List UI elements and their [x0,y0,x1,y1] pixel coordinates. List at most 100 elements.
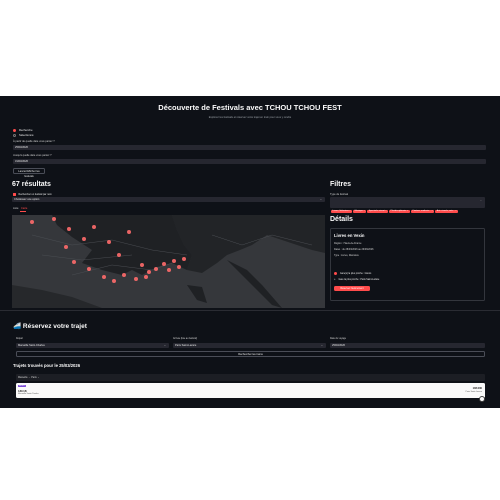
festival-dates: Dates : du 28/03/2026 au 29/03/2026 [334,248,374,251]
depart-value: Marseille Saint-Charles [18,344,45,347]
search-festivals-button[interactable]: Lancer/Afficher les festivals [13,168,45,178]
tab-active-indicator [20,211,26,212]
train-card[interactable]: INOUI 14h18 Marseille Saint-Charles 108.… [16,383,485,398]
festival-select-placeholder: Choisissez une option [14,198,40,201]
festival-marker[interactable] [72,260,76,264]
chevron-down-icon: ⌄ [37,376,40,379]
radio-dot [13,133,16,137]
date-from-input[interactable]: 25/03/2026 [13,145,486,150]
details-title: Détails [330,216,353,223]
radio-selectionne[interactable]: Sélectionné [13,133,34,137]
type-multiselect[interactable]: Livres, littérature × Musique × Spectacle … [330,197,485,214]
arrival-value: Paris Saint-Lazare [175,344,197,347]
chevron-down-icon: ⌄ [319,198,322,201]
festival-marker[interactable] [107,240,111,244]
checkbox-label: Rechercher un festival par nom [18,193,52,196]
festival-marker[interactable] [117,253,121,257]
festival-marker[interactable] [177,265,181,269]
page-subtitle: Explorez les festivals et réservez votre… [208,116,292,119]
festival-marker[interactable] [134,277,138,281]
radio-label: Recherche [19,128,33,132]
filters-title: Filtres [330,181,352,188]
festival-marker[interactable] [87,267,91,271]
trip-section-title: 🚄 Réservez votre trajet [13,322,87,330]
pin-icon: ⌖ [334,278,336,281]
festival-marker[interactable] [167,268,171,272]
page-title: Découverte de Festivals avec TCHOU TCHOU… [158,103,342,112]
depart-label: Départ [16,338,23,340]
departure-time: 14h18 [18,389,27,393]
type-tag[interactable]: Arts visuels, arts... × [435,209,459,214]
type-tag[interactable]: Livres, littérature × [331,209,353,214]
depart-select[interactable]: Marseille Saint-Charles ⌄ [16,343,169,348]
type-tag[interactable]: Pluridisciplinaire × [389,209,410,214]
train-icon: 🚄 [13,323,22,330]
festival-map[interactable] [12,215,325,308]
map-canvas [12,215,325,308]
train-price: 108.00€ [472,387,482,390]
radio-recherche[interactable]: Recherche [13,128,33,132]
arrival-select[interactable]: Paris Saint-Lazare ⌄ [173,343,326,348]
show-all-checkbox[interactable]: Rechercher un festival par nom [13,193,52,196]
festival-marker[interactable] [30,220,34,224]
arrival-station: Paris Saint-Lazare [465,391,482,393]
festival-marker[interactable] [147,270,151,274]
festival-name: Livres en Vexin [334,233,365,238]
festival-marker[interactable] [92,225,96,229]
book-event-button[interactable]: Réserver l'événement [334,286,370,291]
festival-marker[interactable] [144,275,148,279]
date-from-label: À partir de quelle date vous partez ? [13,140,55,143]
check-label: Gare(s) la plus proche : Gisors [340,272,372,275]
check-icon [334,272,337,275]
date-to-label: Jusqu'à quelle date vous partez ? [13,154,52,157]
checkbox-box [13,193,16,196]
festival-type: Type : Livres, littérature [334,254,359,257]
chevron-down-icon: ⌄ [479,199,482,202]
festival-region: Région : Hauts-de-France [334,242,362,245]
check-gare-2: ⌖ Gare la plus proche : Paris Saint-Lazar… [334,278,379,281]
festival-marker[interactable] [67,227,71,231]
details-card: Livres en Vexin Région : Hauts-de-France… [330,228,485,301]
chevron-down-icon: ⌄ [163,344,166,347]
tab-list[interactable]: Liste [13,207,19,210]
results-count: 67 résultats [12,181,51,188]
date-label: Date du voyage [330,338,347,340]
search-trains-button[interactable]: Rechercher les trains [16,351,485,357]
divider [0,310,500,311]
festival-marker[interactable] [64,245,68,249]
radio-label: Sélectionné [19,133,34,137]
arrival-label: Arrivée (liée au festival) [173,338,197,340]
radio-dot [13,128,16,132]
festival-marker[interactable] [140,263,144,267]
tab-map[interactable]: Carte [21,207,28,210]
festival-marker[interactable] [154,267,158,271]
festival-marker[interactable] [182,257,186,261]
check-gare-1: Gare(s) la plus proche : Gisors [334,272,371,275]
scroll-to-top-button[interactable] [479,396,485,402]
tag-list: Livres, littérature × Musique × Spectacle … [330,197,459,216]
festival-marker[interactable] [82,237,86,241]
train-badge: INOUI [18,385,26,387]
trip-route-header[interactable]: Marseille → Paris ⌄ [16,374,485,381]
festival-marker[interactable] [102,275,106,279]
type-tag[interactable]: Cinéma, audiovis... × [410,209,435,214]
trips-found-title: Trajets trouvés pour le 25/03/2026 [13,363,81,368]
check-label: Gare la plus proche : Paris Saint-Lazare [338,278,380,281]
app-window: Découverte de Festivals avec TCHOU TCHOU… [0,96,500,408]
festival-marker[interactable] [162,262,166,266]
festival-select[interactable]: Choisissez une option ⌄ [12,197,325,202]
festival-marker[interactable] [52,217,56,221]
type-label: Type de festival [330,193,349,196]
festival-marker[interactable] [112,279,116,283]
chevron-down-icon: ⌄ [320,344,323,347]
festival-marker[interactable] [122,273,126,277]
type-tag[interactable]: Musique × [353,209,367,214]
festival-marker[interactable] [172,259,176,263]
type-tag[interactable]: Spectacle vivant × [367,209,389,214]
date-to-input[interactable]: 31/03/2026 [13,159,486,164]
trip-title-text: Réservez votre trajet [22,323,87,330]
departure-station: Marseille Saint-Charles [18,393,39,395]
trip-route-text: Marseille → Paris [18,376,37,379]
festival-marker[interactable] [127,230,131,234]
trip-date-input[interactable]: 25/03/2026 [330,343,485,348]
